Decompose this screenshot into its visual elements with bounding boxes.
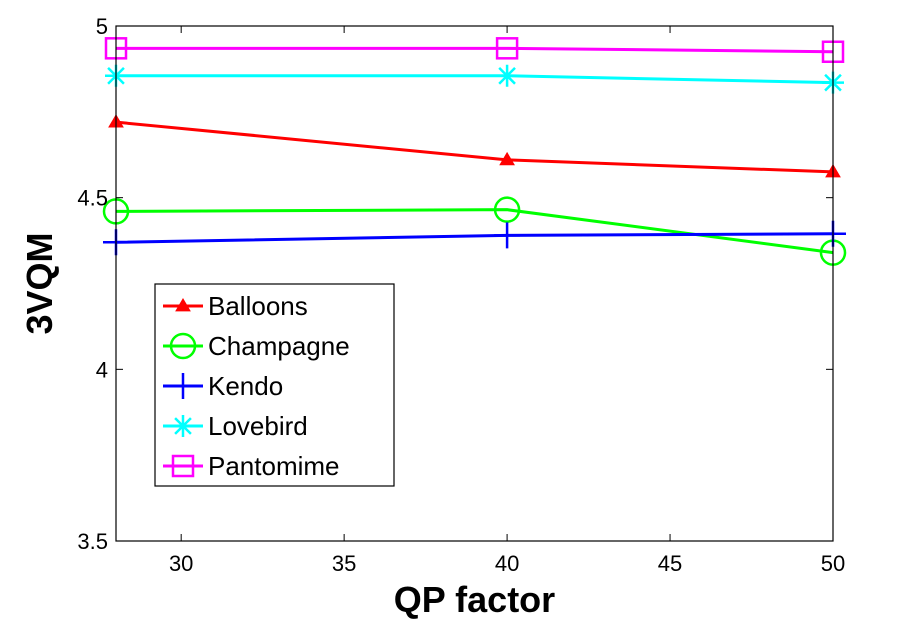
pantomime-square-marker [495, 37, 519, 60]
y-tick-label: 3.5 [77, 529, 108, 554]
legend-label-champagne: Champagne [208, 331, 350, 361]
legend-entry-kendo: Kendo [163, 371, 283, 401]
x-tick-label: 45 [658, 551, 682, 576]
legend: Balloons Champagne Kendo Lovebird Pantomime [154, 283, 395, 487]
legend-champagne-circle-marker [169, 332, 197, 360]
y-tick-label: 4 [96, 357, 108, 382]
data-point-kendo-40 [494, 222, 521, 249]
x-tick-label: 35 [332, 551, 356, 576]
series-champagne [102, 196, 847, 266]
series-line-champagne [115, 208, 834, 255]
x-tick-label: 30 [169, 551, 193, 576]
x-tick-label: 50 [821, 551, 845, 576]
legend-balloons-triangle-marker [175, 298, 191, 312]
lovebird-asterisk-marker [496, 64, 519, 87]
series-line-pantomime [116, 46, 834, 54]
legend-label-balloons: Balloons [208, 291, 308, 321]
legend-entry-lovebird: Lovebird [163, 411, 308, 441]
data-point-balloons-40 [499, 151, 515, 166]
data-point-champagne-40 [493, 196, 521, 223]
y-tick-label: 4.5 [77, 186, 108, 211]
axes-layer: 30 35 40 45 50 3.5 4 4.5 5 [77, 14, 845, 576]
legend-pantomime-square-marker [171, 454, 195, 478]
y-tick-label: 5 [96, 14, 108, 39]
kendo-plus-marker [494, 222, 521, 249]
legend-entry-champagne: Champagne [163, 331, 350, 361]
data-point-pantomime-40 [495, 37, 519, 60]
legend-label-pantomime: Pantomime [208, 451, 340, 481]
y-axis-title: 3VQM [19, 232, 60, 334]
legend-entry-pantomime: Pantomime [163, 451, 340, 481]
champagne-circle-marker [493, 196, 521, 223]
legend-entry-balloons: Balloons [163, 291, 308, 321]
legend-label-kendo: Kendo [208, 371, 283, 401]
series-layer [102, 37, 847, 266]
balloons-triangle-marker [499, 151, 515, 166]
axes-frame [115, 25, 834, 542]
x-axis-title: QP factor [394, 579, 555, 620]
legend-kendo-plus-marker [170, 373, 196, 399]
data-point-lovebird-40 [496, 64, 519, 87]
legend-label-lovebird: Lovebird [208, 411, 308, 441]
legend-lovebird-asterisk-marker [172, 415, 194, 437]
x-tick-label: 40 [495, 551, 519, 576]
